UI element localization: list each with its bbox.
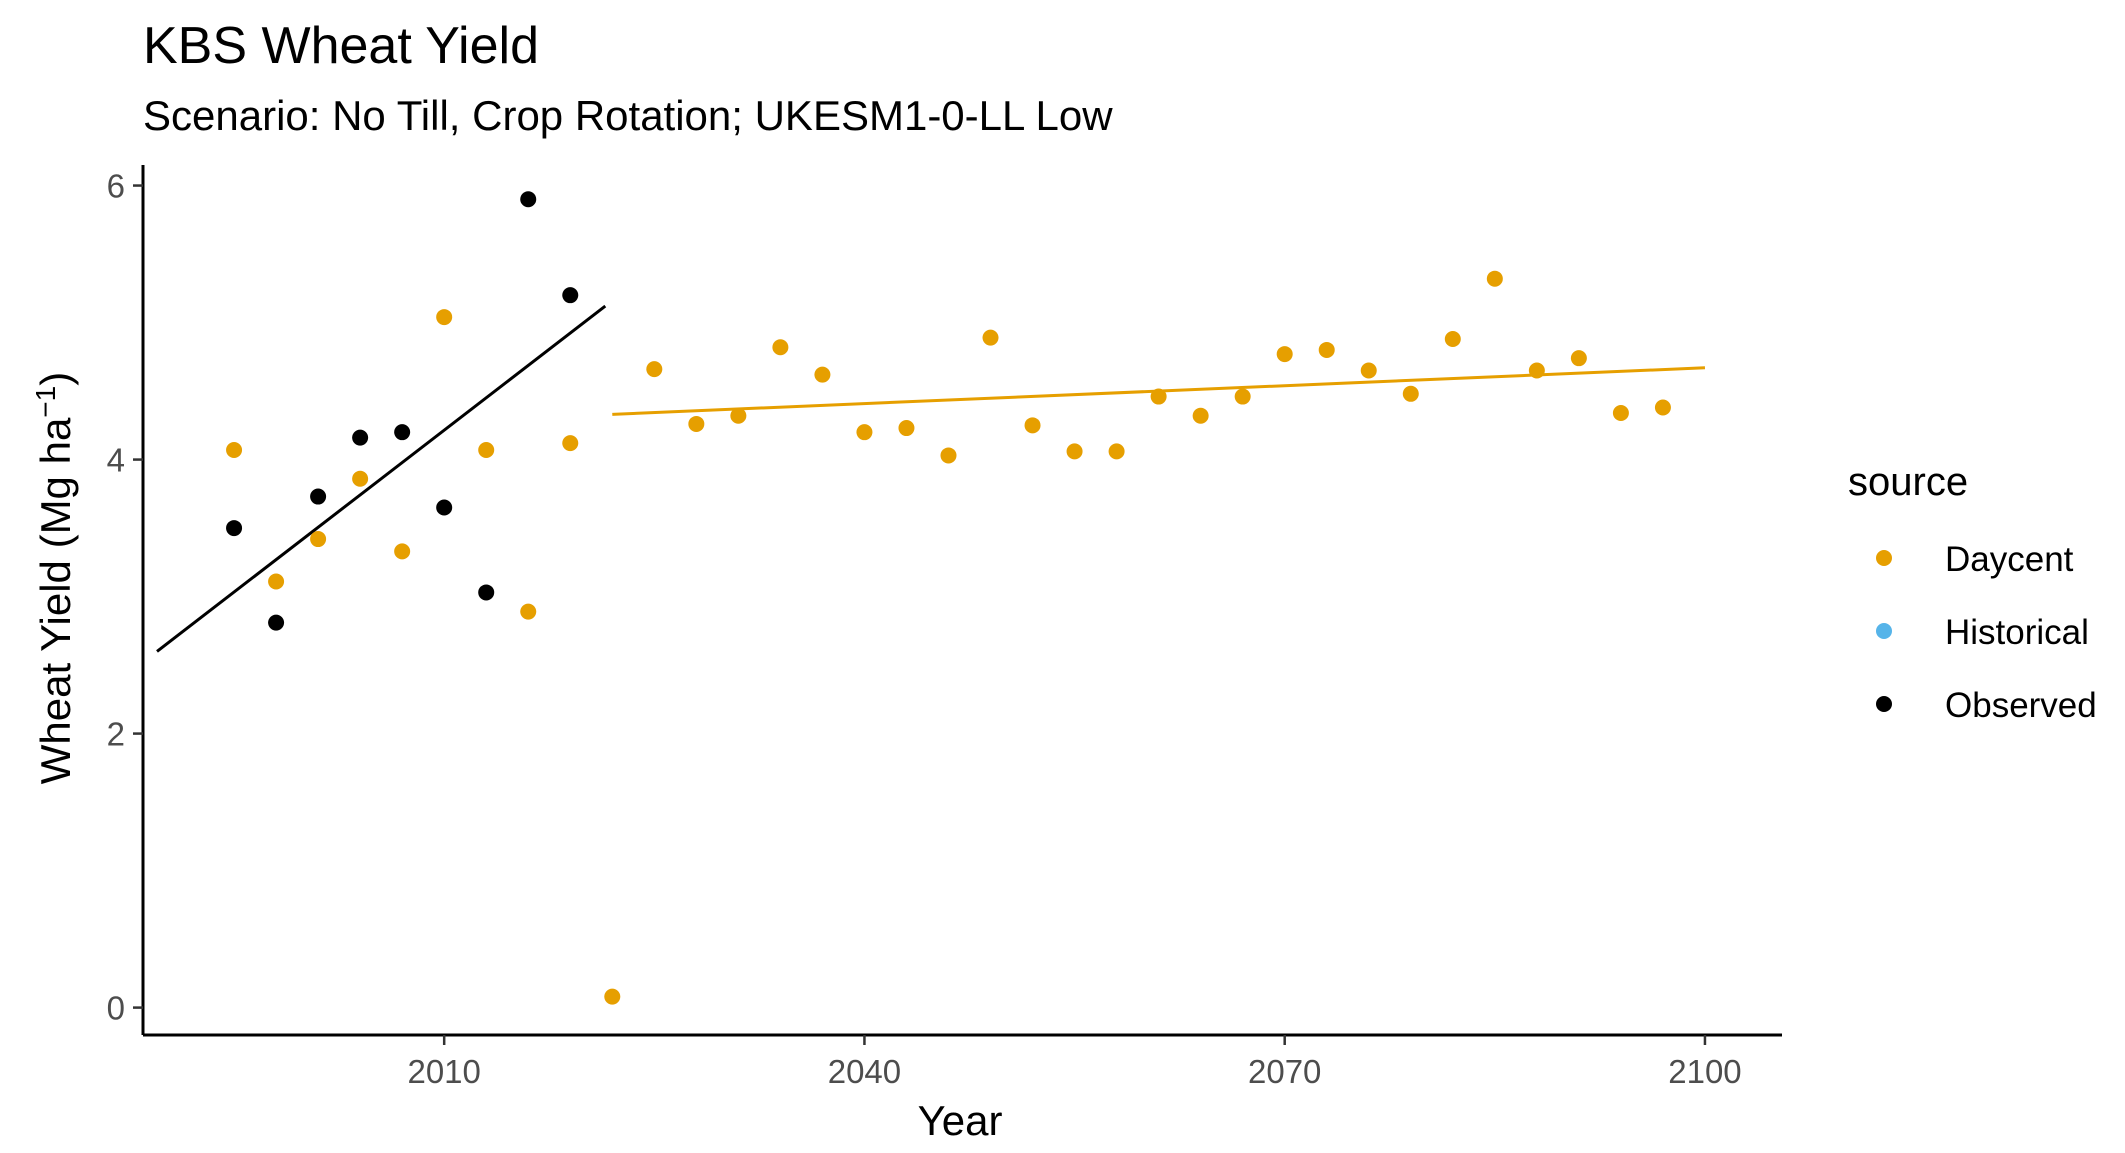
point-daycent [898,420,915,437]
y-tick-label: 2 [107,716,125,753]
point-daycent [1528,362,1545,379]
point-daycent [310,531,327,548]
x-axis-title: Year [918,1097,1003,1144]
point-daycent [1276,346,1293,363]
y-axis-title: Wheat Yield (Mg ha−1) [30,372,80,784]
point-daycent [1024,417,1041,434]
point-daycent [1150,388,1167,405]
point-daycent [856,424,873,441]
point-daycent [520,603,537,620]
y-tick-label: 4 [107,442,125,479]
trend-lines [156,304,1706,653]
legend-title: source [1848,460,1968,504]
data-points [226,191,1671,1005]
y-axis-title-close: ) [32,372,79,386]
point-daycent [814,366,831,383]
point-observed [478,584,495,601]
legend-label-historical: Historical [1945,613,2089,652]
point-daycent [1234,388,1251,405]
legend-label-daycent: Daycent [1945,540,2074,579]
y-tick-label: 6 [107,168,125,205]
y-axis-title-main: Wheat Yield (Mg ha [32,417,79,784]
point-daycent [562,435,579,452]
point-daycent [1612,404,1629,421]
chart-title: KBS Wheat Yield [143,17,539,75]
point-daycent [1654,399,1671,416]
point-daycent [604,988,621,1005]
point-daycent [1108,443,1125,460]
point-observed [268,614,285,631]
point-daycent [730,407,747,424]
x-tick-label: 2040 [828,1053,901,1090]
point-daycent [226,441,243,458]
point-daycent [1192,407,1209,424]
point-daycent [1066,443,1083,460]
point-daycent [646,361,663,378]
point-daycent [1444,331,1461,347]
x-tick-label: 2010 [407,1053,480,1090]
legend-key-daycent [1876,550,1892,566]
axes: 0 2 4 6 2010 2040 2070 2100 [107,165,1782,1090]
point-daycent [772,339,789,356]
point-daycent [940,447,957,464]
point-observed [562,287,579,304]
point-observed [394,424,411,441]
point-daycent [688,415,705,432]
point-daycent [352,470,369,487]
legend-label-observed: Observed [1945,686,2097,725]
point-daycent [1360,362,1377,379]
point-observed [226,520,243,537]
point-observed [352,429,369,446]
point-daycent [1318,341,1335,358]
point-daycent [1486,270,1503,287]
point-daycent [982,329,999,346]
y-tick-label: 0 [107,990,125,1027]
point-daycent [394,543,411,560]
point-observed [436,499,453,516]
point-daycent [436,309,453,326]
chart-subtitle: Scenario: No Till, Crop Rotation; UKESM1… [143,92,1113,139]
y-axis-title-superscript: −1 [30,386,61,418]
legend-key-observed [1876,696,1892,712]
point-daycent [268,573,285,590]
point-daycent [478,441,495,458]
x-tick-label: 2070 [1248,1053,1321,1090]
legend-key-historical [1876,623,1892,639]
point-observed [310,488,327,505]
point-daycent [1570,350,1587,367]
point-observed [520,191,537,208]
trend-line-observed [156,304,607,653]
point-daycent [1402,385,1419,402]
legend: source Daycent Historical Observed [1848,460,2097,725]
x-tick-label: 2100 [1668,1053,1741,1090]
